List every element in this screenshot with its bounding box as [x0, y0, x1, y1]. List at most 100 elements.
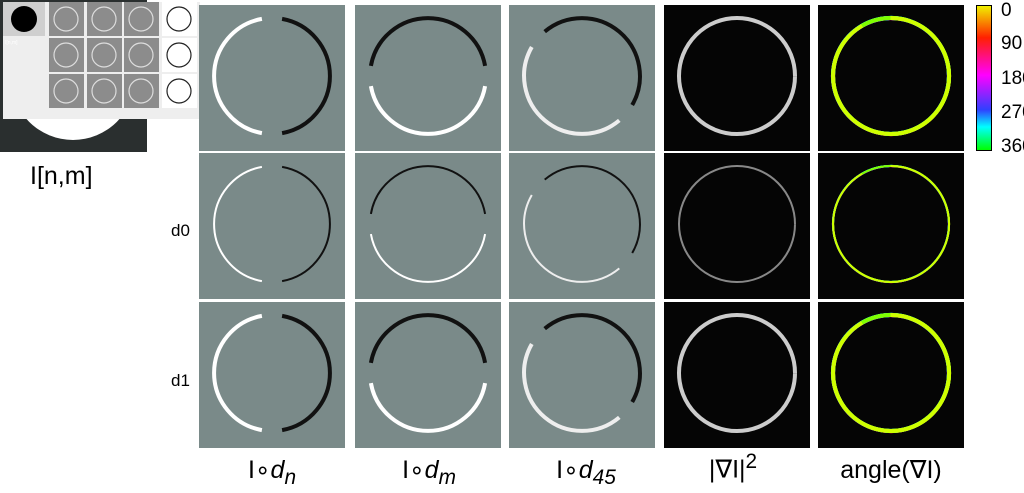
column-label-gradmag: |∇I|2	[653, 450, 813, 484]
panel-dm-row1	[355, 153, 501, 299]
edge-angle-seg-11	[831, 312, 951, 433]
edge-right	[281, 165, 331, 283]
panel-dn-row1-canvas	[213, 165, 331, 283]
edge-magnitude-a	[677, 16, 797, 77]
thumb-d45-row1-canvas	[128, 42, 154, 68]
colorbar	[976, 5, 992, 151]
panel-gradmag-row2-canvas	[677, 313, 797, 433]
thumb-dn-row2	[49, 74, 84, 108]
column-label-gradmag-text: |∇I|	[708, 455, 746, 484]
thumb-ring-a	[166, 42, 192, 56]
panel-dm-row1-canvas	[369, 165, 487, 283]
column-label-angle: angle(∇I)	[840, 456, 942, 484]
edge-magnitude-b	[678, 223, 796, 283]
column-label-dn-sub: n	[284, 466, 297, 489]
panel-d45-row0-canvas	[522, 16, 642, 136]
panel-angle-row1-canvas	[831, 164, 951, 284]
thumb-ring-a	[91, 42, 117, 56]
thumb-dn-row0	[49, 2, 84, 36]
panel-dn-row2	[199, 302, 345, 448]
thumb-ring-b	[166, 90, 192, 104]
thumb-ring-b	[91, 54, 117, 68]
column-label-dm-sub: m	[438, 466, 456, 489]
edge-upper-right	[543, 16, 642, 106]
thumb-ring-a	[53, 42, 79, 56]
edge-right	[281, 16, 332, 136]
panel-d45-row1	[509, 153, 655, 299]
panel-dn-row0	[199, 5, 345, 151]
thumb-ring-b	[128, 54, 154, 68]
thumb-ring-b	[53, 54, 79, 68]
thumb-ring-a	[53, 78, 79, 92]
column-label-dn-var: d	[270, 456, 285, 484]
thumbnail-label: I[n,m]	[5, 40, 18, 46]
thumb-ring-a	[128, 78, 154, 92]
thumb-ring-a	[53, 6, 79, 20]
thumb-dm-row0	[87, 2, 122, 36]
thumb-gradmag-row2-canvas	[166, 78, 192, 104]
edge-angle-seg-11	[831, 15, 951, 136]
column-label-d45-sub: 45	[592, 466, 616, 489]
edge-lower-left	[522, 343, 621, 433]
column-label-dm-var: d	[424, 456, 439, 484]
colorbar-tick-270: 270	[1001, 102, 1024, 123]
row-label-d0: d0	[171, 221, 190, 240]
thumb-d45-row2-canvas	[128, 78, 154, 104]
edge-lower-left	[522, 46, 621, 136]
thumb-ring-b	[128, 18, 154, 32]
edge-magnitude-a	[677, 313, 797, 374]
edge-upper-right	[543, 313, 642, 403]
edge-right	[281, 313, 332, 433]
thumb-ring-b	[53, 90, 79, 104]
thumb-ring-b	[128, 90, 154, 104]
panel-d45-row0	[509, 5, 655, 151]
thumb-ring-b	[166, 54, 192, 68]
thumb-gradmag-row2	[162, 74, 197, 108]
thumb-dm-row2-canvas	[91, 78, 117, 104]
thumb-ring-b	[166, 18, 192, 32]
panel-d45-row1-canvas	[523, 165, 641, 283]
panel-gradmag-row0	[664, 5, 810, 151]
thumb-gradmag-row0	[162, 2, 197, 36]
panel-dm-row0	[355, 5, 501, 151]
thumb-dm-row0-canvas	[91, 6, 117, 32]
thumb-dm-row1-canvas	[91, 42, 117, 68]
thumb-ring-b	[91, 90, 117, 104]
column-label-dn: I∘dn	[192, 455, 352, 490]
edge-bottom	[368, 382, 488, 433]
column-label-dm-op: I∘	[402, 456, 425, 484]
thumb-gradmag-row1-canvas	[166, 42, 192, 68]
column-label-gradmag-sup: 2	[745, 450, 758, 473]
edge-bottom	[368, 85, 488, 136]
column-label-d45: I∘d45	[506, 455, 666, 490]
thumb-input-disk	[11, 6, 37, 32]
panel-d45-row2-canvas	[522, 313, 642, 433]
edge-bottom	[369, 233, 487, 283]
edge-left	[213, 165, 263, 283]
panel-angle-row2-canvas	[830, 312, 952, 434]
colorbar-tick-90: 90	[1001, 33, 1023, 54]
edge-top	[368, 16, 488, 67]
panel-d45-row2	[509, 302, 655, 448]
panel-angle-row1	[818, 153, 964, 299]
thumb-dn-row2-canvas	[53, 78, 79, 104]
edge-lower-left	[523, 194, 620, 283]
edge-magnitude-b	[677, 372, 797, 433]
panel-angle-row0-canvas	[830, 15, 952, 137]
thumb-gradmag-row1	[162, 38, 197, 72]
edge-angle-seg-11	[832, 164, 950, 283]
panel-gradmag-row1	[664, 153, 810, 299]
edge-magnitude-b	[677, 75, 797, 136]
input-image-label: I[n,m]	[30, 162, 93, 190]
thumb-dn-row1	[49, 38, 84, 72]
edge-top	[369, 165, 487, 215]
edge-upper-right	[544, 165, 641, 254]
thumb-dn-row0-canvas	[53, 6, 79, 32]
panel-dm-row0-canvas	[368, 16, 488, 136]
thumb-dn-row1-canvas	[53, 42, 79, 68]
thumb-ring-a	[91, 78, 117, 92]
thumb-ring-a	[128, 6, 154, 20]
thumb-gradmag-row0-canvas	[166, 6, 192, 32]
column-label-dn-op: I∘	[247, 456, 271, 484]
thumb-d45-row2	[124, 74, 159, 108]
